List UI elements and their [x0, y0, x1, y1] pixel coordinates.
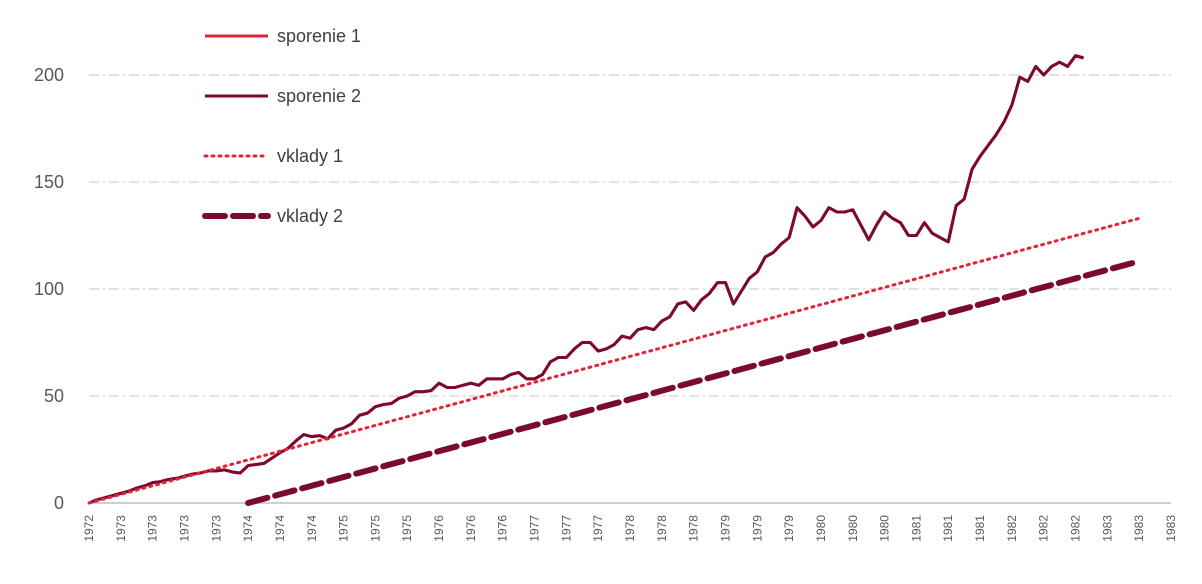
series-line-sporenie-1	[88, 54, 1084, 505]
x-tick-label: 1983	[1100, 515, 1114, 542]
x-tick-label: 1976	[496, 515, 510, 542]
x-tick-label: 1981	[973, 515, 987, 542]
x-tick-label: 1974	[305, 515, 319, 542]
x-tick-label: 1977	[528, 515, 542, 542]
x-axis: 1972 1973 1973 1973 1973 1974 1974 1974 1975 1975…	[82, 502, 1178, 542]
series-line-vklady-2	[245, 258, 1143, 506]
x-tick-label: 1982	[1037, 515, 1051, 542]
x-tick-label: 1975	[368, 515, 382, 542]
x-tick-label: 1974	[241, 515, 255, 542]
legend-label: sporenie 1	[277, 26, 361, 46]
x-tick-label: 1972	[82, 515, 96, 542]
x-tick-label: 1980	[878, 515, 892, 542]
x-tick-label: 1973	[114, 515, 128, 542]
y-tick-label: 100	[34, 279, 64, 299]
x-tick-label: 1977	[591, 515, 605, 542]
plot-area	[87, 54, 1143, 506]
x-tick-label: 1981	[941, 515, 955, 542]
legend-label: vklady 1	[277, 146, 343, 166]
x-tick-label: 1976	[464, 515, 478, 542]
x-tick-label: 1974	[273, 515, 287, 542]
y-tick-label: 200	[34, 65, 64, 85]
legend-label: vklady 2	[277, 206, 343, 226]
legend-label: sporenie 2	[277, 86, 361, 106]
x-tick-label: 1973	[146, 515, 160, 542]
x-tick-label: 1983	[1132, 515, 1146, 542]
series-line-sporenie-2	[88, 54, 1084, 505]
x-tick-label: 1978	[655, 515, 669, 542]
x-tick-label: 1973	[177, 515, 191, 542]
x-tick-label: 1976	[432, 515, 446, 542]
x-tick-label: 1980	[814, 515, 828, 542]
x-tick-label: 1978	[623, 515, 637, 542]
x-tick-label: 1975	[337, 515, 351, 542]
y-tick-label: 50	[44, 386, 64, 406]
series-line-vklady-1	[87, 216, 1141, 505]
x-tick-label: 1979	[750, 515, 764, 542]
x-tick-label: 1982	[1005, 515, 1019, 542]
x-tick-label: 1983	[1164, 515, 1178, 542]
y-tick-label: 0	[54, 493, 64, 513]
x-tick-label: 1979	[718, 515, 732, 542]
x-tick-label: 1979	[782, 515, 796, 542]
x-tick-label: 1980	[846, 515, 860, 542]
y-tick-label: 150	[34, 172, 64, 192]
x-tick-label: 1973	[209, 515, 223, 542]
x-tick-label: 1978	[687, 515, 701, 542]
x-tick-label: 1977	[559, 515, 573, 542]
legend: sporenie 1 sporenie 2 vklady 1 vklady 2	[202, 26, 361, 226]
gridlines	[89, 74, 1171, 397]
x-tick-label: 1981	[909, 515, 923, 542]
x-tick-label: 1982	[1069, 515, 1083, 542]
x-tick-label: 1975	[400, 515, 414, 542]
y-axis: 0 50 100 150 200	[34, 65, 64, 513]
